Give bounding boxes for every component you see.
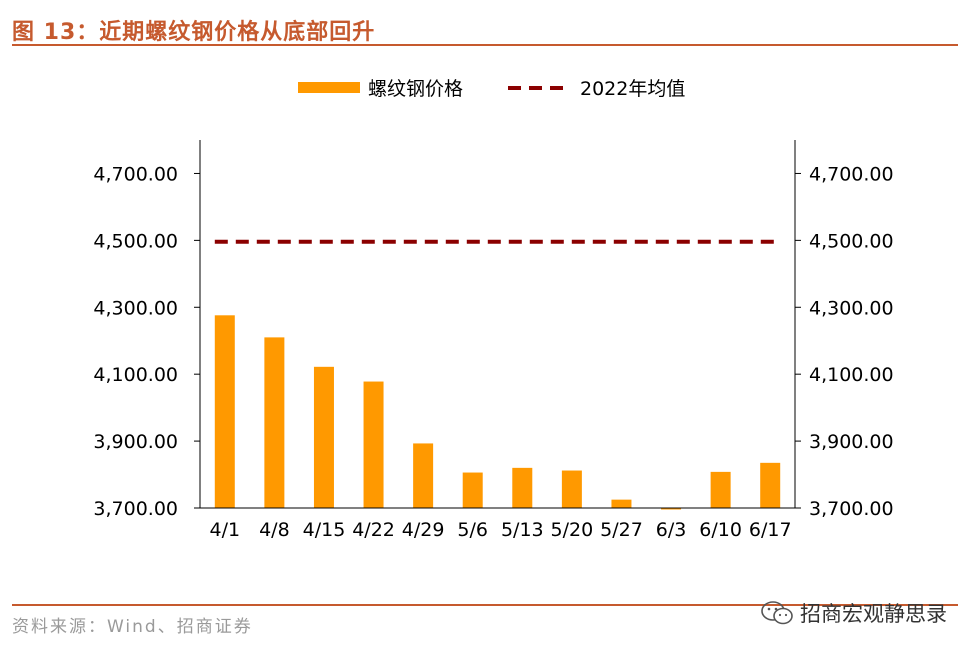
source-rule xyxy=(12,604,958,606)
legend-label-line: 2022年均值 xyxy=(580,78,685,100)
x-tick-label: 5/13 xyxy=(501,519,544,541)
x-tick-label: 5/20 xyxy=(551,519,594,541)
y-tick-label-right: 3,700.00 xyxy=(809,498,894,520)
bar-4-29 xyxy=(413,443,434,508)
x-tick-label: 4/15 xyxy=(303,519,346,541)
wechat-icon xyxy=(761,601,793,625)
y-tick-label-left: 3,900.00 xyxy=(93,431,178,453)
x-tick-label: 4/1 xyxy=(210,519,241,541)
y-tick-label-right: 4,500.00 xyxy=(809,230,894,252)
x-tick-label: 4/22 xyxy=(352,519,395,541)
bar-5-13 xyxy=(512,467,533,508)
figure-title: 图 13：近期螺纹钢价格从底部回升 xyxy=(12,20,376,45)
bar-6-10 xyxy=(710,471,731,508)
y-tick-label-left: 4,500.00 xyxy=(93,230,178,252)
x-tick-label: 4/8 xyxy=(259,519,290,541)
source-note: 资料来源：Wind、招商证券 xyxy=(12,617,253,637)
x-tick-label: 5/27 xyxy=(600,519,643,541)
x-tick-label: 6/17 xyxy=(749,519,792,541)
bar-4-1 xyxy=(214,315,235,508)
legend-bar-swatch xyxy=(298,82,360,93)
y-tick-label-right: 4,700.00 xyxy=(809,163,894,185)
bar-6-17 xyxy=(760,462,781,508)
y-tick-label-left: 4,300.00 xyxy=(93,297,178,319)
y-tick-label-left: 4,100.00 xyxy=(93,364,178,386)
bar-4-8 xyxy=(264,337,285,508)
y-tick-label-left: 3,700.00 xyxy=(93,498,178,520)
x-tick-label: 5/6 xyxy=(457,519,488,541)
x-tick-label: 6/3 xyxy=(656,519,687,541)
watermark: 招商宏观静思录 xyxy=(760,598,947,628)
y-tick-label-right: 3,900.00 xyxy=(809,431,894,453)
legend-label-bar: 螺纹钢价格 xyxy=(368,78,463,100)
bar-6-3 xyxy=(661,508,682,510)
bar-5-20 xyxy=(561,470,582,508)
y-tick-label-right: 4,300.00 xyxy=(809,297,894,319)
bar-4-15 xyxy=(313,366,334,508)
title-rule xyxy=(12,44,958,46)
bar-5-6 xyxy=(462,472,483,508)
bar-4-22 xyxy=(363,381,384,508)
legend: 螺纹钢价格 2022年均值 xyxy=(298,78,685,100)
x-tick-label: 4/29 xyxy=(402,519,445,541)
plot-area: 4,700.00 4,700.00 4,500.00 4,500.00 4,300.00… xyxy=(93,140,894,541)
y-tick-label-right: 4,100.00 xyxy=(809,364,894,386)
x-tick-label: 6/10 xyxy=(699,519,742,541)
bar-5-27 xyxy=(611,499,632,508)
watermark-text: 招商宏观静思录 xyxy=(800,602,947,626)
y-tick-label-left: 4,700.00 xyxy=(93,163,178,185)
